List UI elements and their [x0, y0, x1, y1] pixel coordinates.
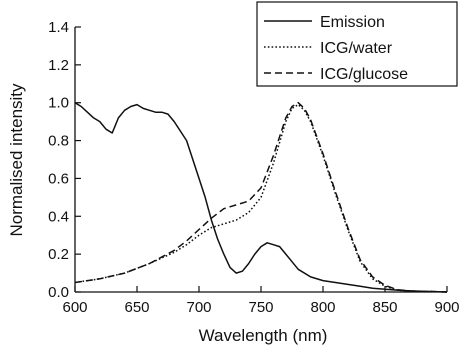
x-tick-label: 750: [248, 299, 273, 316]
y-tick-label: 0.0: [48, 284, 69, 301]
legend-label-emission: Emission: [320, 14, 385, 31]
y-tick-label: 1.4: [48, 19, 69, 36]
x-tick-label: 800: [310, 299, 335, 316]
y-axis-title: Normalised intensity: [7, 83, 26, 237]
y-tick-label: 1.0: [48, 95, 69, 112]
series-lines: [74, 101, 448, 293]
x-tick-label: 900: [434, 299, 459, 316]
x-tick-label: 850: [372, 299, 397, 316]
y-tick-label: 1.2: [48, 57, 69, 74]
legend-label-icg-glucose: ICG/glucose: [320, 66, 408, 83]
x-tick-label: 600: [62, 299, 87, 316]
y-tick-label: 0.2: [48, 246, 69, 263]
series-line-emission: [74, 102, 448, 293]
legend-label-icg-water: ICG/water: [320, 40, 393, 57]
x-tick-label: 700: [186, 299, 211, 316]
legend: Emission ICG/water ICG/glucose: [256, 1, 458, 87]
series-line-icg-water: [74, 103, 448, 293]
series-line-icg-glucose: [74, 101, 448, 293]
legend-box: [256, 1, 458, 87]
y-tick-label: 0.8: [48, 133, 69, 150]
y-tick-label: 0.4: [48, 208, 69, 225]
y-tick-label: 0.6: [48, 170, 69, 187]
x-axis-title: Wavelength (nm): [199, 326, 328, 345]
x-tick-label: 650: [124, 299, 149, 316]
axes: 600 650 700 750 800 850 900 0.0 0.2 0.4 0.6 0.8 1.0 1…: [48, 19, 459, 316]
